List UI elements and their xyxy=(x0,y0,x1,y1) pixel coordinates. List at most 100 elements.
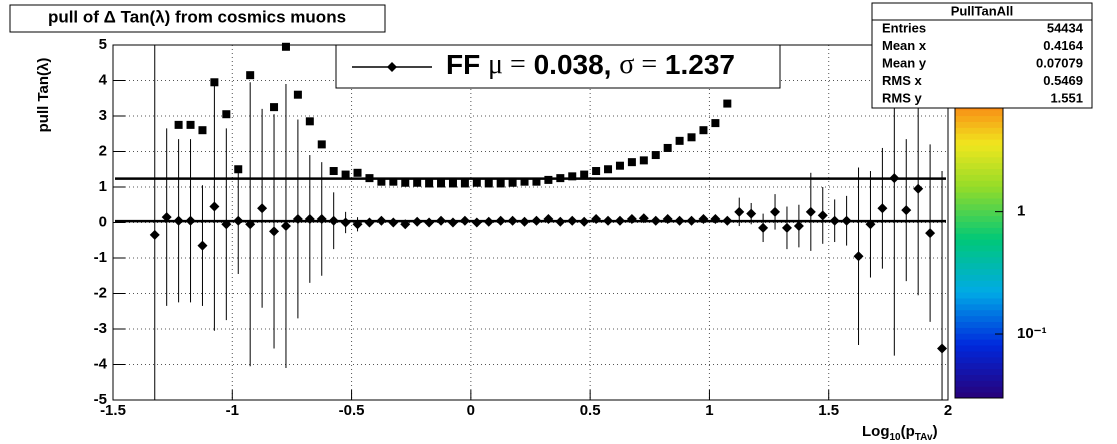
x-tick-label: -0.5 xyxy=(339,402,365,419)
legend-sigma-label: σ = xyxy=(619,49,657,80)
color-bar-segment xyxy=(955,227,1003,234)
color-bar-segment xyxy=(955,309,1003,317)
color-bar-segment xyxy=(955,168,1003,175)
square-marker xyxy=(568,172,577,181)
legend-marker xyxy=(387,62,397,72)
diamond-marker xyxy=(531,215,542,226)
square-marker xyxy=(651,151,660,160)
diamond-marker xyxy=(412,216,423,227)
diamond-marker xyxy=(841,215,852,226)
square-marker xyxy=(627,158,636,167)
color-bar-segment xyxy=(955,139,1003,146)
diamond-marker xyxy=(328,215,339,226)
diamond-marker xyxy=(734,206,745,217)
stats-name: Mean x xyxy=(882,38,927,53)
x-label-part: ) xyxy=(933,423,938,440)
diamond-marker xyxy=(280,221,291,232)
square-marker xyxy=(389,177,398,186)
square-marker xyxy=(711,119,720,128)
color-bar-segment xyxy=(955,297,1003,305)
color-bar-segment xyxy=(955,333,1003,340)
x-label-part: (p xyxy=(901,423,915,440)
diamond-marker xyxy=(626,213,637,224)
square-marker xyxy=(281,42,290,51)
y-tick-label: 5 xyxy=(99,36,107,53)
marks xyxy=(115,42,948,400)
diamond-marker xyxy=(221,219,232,230)
diamond-marker xyxy=(340,217,351,228)
y-tick-label: 1 xyxy=(99,178,107,195)
y-tick-label: 2 xyxy=(99,142,107,159)
stats-name: Entries xyxy=(882,20,926,35)
diamond-marker xyxy=(817,210,828,221)
diamond-marker xyxy=(436,215,447,226)
y-tick-label: -2 xyxy=(94,284,107,301)
square-marker xyxy=(484,179,493,188)
square-marker xyxy=(544,175,553,184)
diamond-marker xyxy=(245,219,256,230)
color-bar-segment xyxy=(955,127,1003,134)
legend-mu: 0.038 xyxy=(534,49,604,80)
color-bar-segment xyxy=(955,221,1003,228)
square-marker xyxy=(448,179,457,188)
diamond-marker xyxy=(781,222,792,233)
title-box xyxy=(9,4,386,33)
color-bar-segment xyxy=(955,109,1003,117)
legend-sigma: 1.237 xyxy=(665,49,735,80)
diamond-marker xyxy=(149,229,160,240)
diamond-marker xyxy=(447,217,458,228)
diamond-marker xyxy=(865,219,876,230)
y-tick-label: 3 xyxy=(99,107,107,124)
color-bar-segment xyxy=(955,121,1003,128)
square-marker xyxy=(723,99,732,108)
color-bar-segment xyxy=(955,186,1003,193)
diamond-marker xyxy=(793,221,804,232)
y-tick-label: -5 xyxy=(94,391,107,408)
square-marker xyxy=(198,126,207,135)
square-marker xyxy=(341,170,350,179)
color-bar-segment xyxy=(955,156,1003,164)
square-marker xyxy=(496,179,505,188)
diamond-marker xyxy=(758,222,769,233)
diamond-marker xyxy=(591,213,602,224)
diamond-marker xyxy=(603,215,614,226)
square-marker xyxy=(520,177,529,186)
x-label-part: Log xyxy=(862,423,890,440)
diamond-marker xyxy=(770,206,781,217)
square-marker xyxy=(699,126,708,135)
diamond-marker xyxy=(853,251,864,262)
color-bar-segment xyxy=(955,356,1003,364)
diamond-marker xyxy=(519,216,530,227)
color-bar-segment xyxy=(955,339,1003,346)
square-marker xyxy=(425,179,434,188)
x-axis-label: Log10(pTAv) xyxy=(862,423,938,443)
diamond-marker xyxy=(161,212,172,223)
diamond-marker xyxy=(352,219,363,230)
color-bar-segment xyxy=(955,315,1003,323)
square-marker xyxy=(639,156,648,165)
color-bar-segment xyxy=(955,292,1003,299)
diamond-marker xyxy=(316,213,327,224)
diamond-marker xyxy=(674,215,685,226)
diamond-marker xyxy=(698,213,709,224)
diamond-marker xyxy=(507,215,518,226)
square-marker xyxy=(675,136,684,145)
color-bar-segment xyxy=(955,268,1003,275)
diamond-marker xyxy=(304,213,315,224)
square-marker xyxy=(210,78,219,87)
color-bar-segment xyxy=(955,203,1003,211)
stats-value: 0.5469 xyxy=(1043,73,1083,88)
diamond-marker xyxy=(567,215,578,226)
x-tick-label: -1.5 xyxy=(100,402,126,419)
square-marker xyxy=(556,174,565,183)
diamond-marker xyxy=(257,203,268,214)
color-bar-segment xyxy=(955,150,1003,158)
stats-title: PullTanAll xyxy=(951,3,1014,18)
x-label-part: TAv xyxy=(915,432,933,443)
y-tick-label: -3 xyxy=(94,320,107,337)
diamond-marker xyxy=(376,215,387,226)
square-marker xyxy=(604,165,613,174)
square-marker xyxy=(329,167,338,176)
axes: -1.5 -1 -0.5 0 0.5 1 1.5 2 -5 -4 -3 -2 -1 0 1 2 3 4 5 xyxy=(94,36,953,419)
